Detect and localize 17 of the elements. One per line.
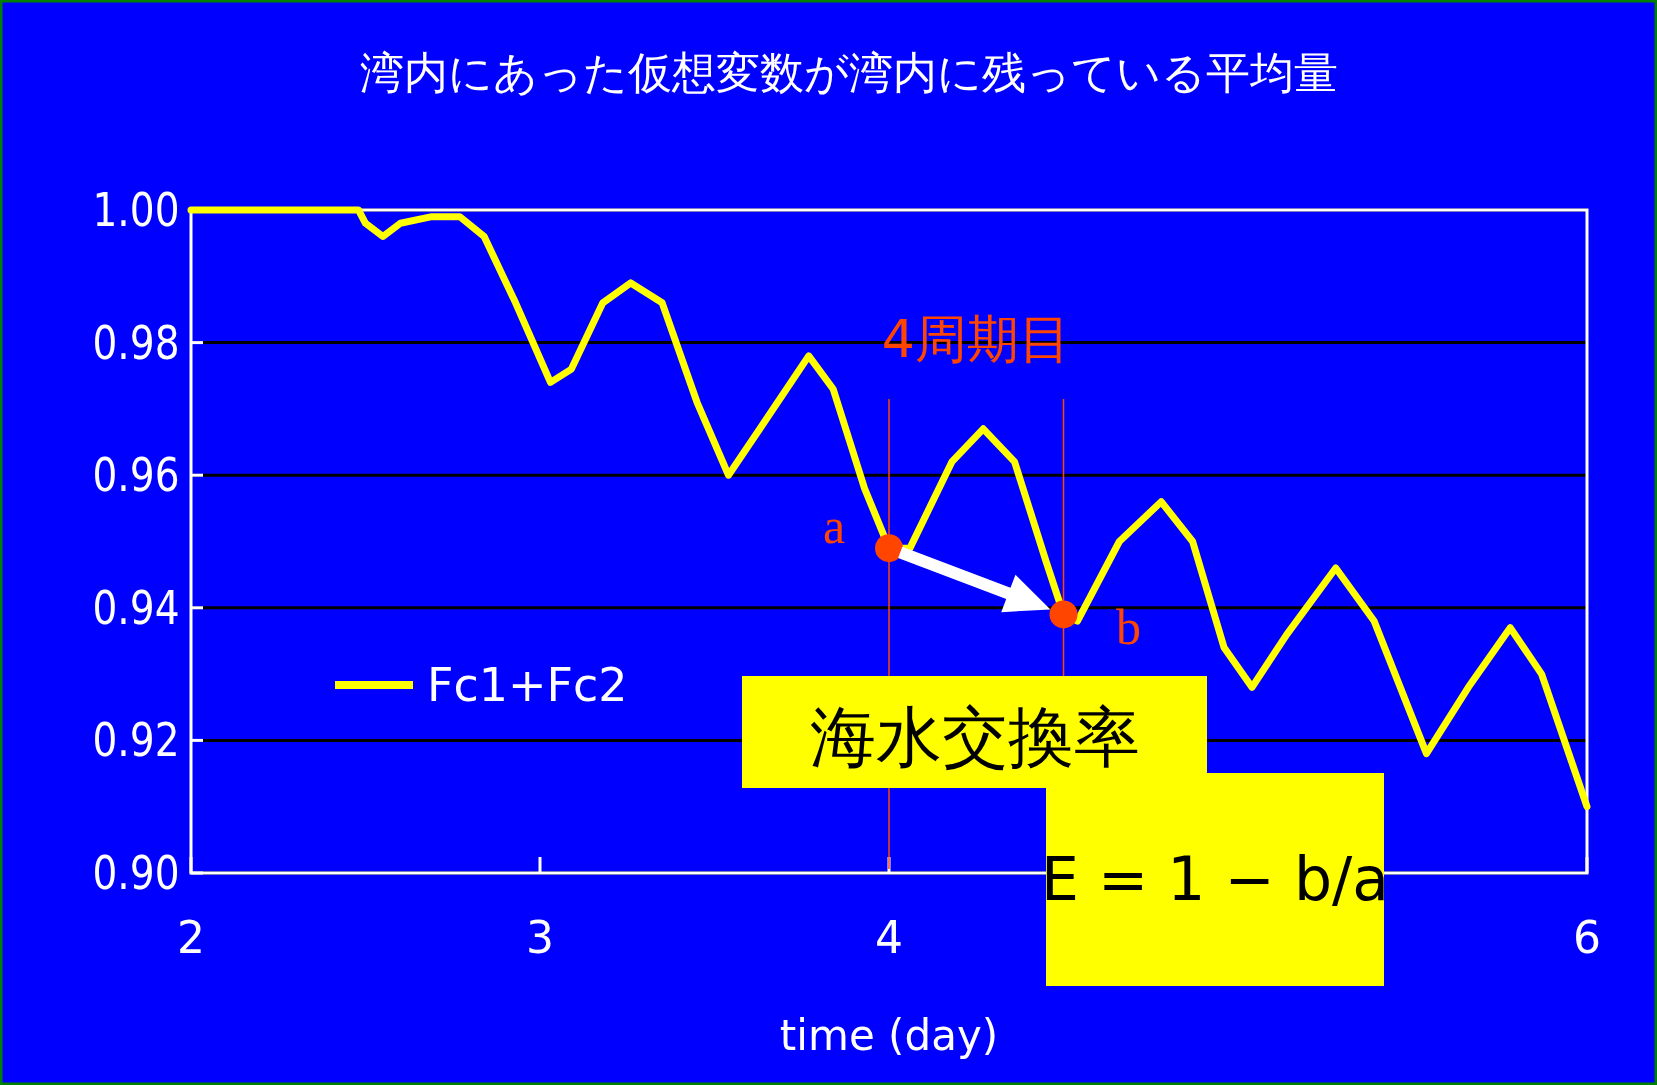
- y-tick-label: 0.94: [92, 580, 180, 635]
- x-axis-title: time (day): [779, 1011, 999, 1060]
- annotation: b: [1116, 599, 1141, 656]
- x-tick-label: 6: [1573, 912, 1601, 963]
- chart-title: 湾内にあった仮想変数が湾内に残っている平均量: [360, 47, 1338, 98]
- y-tick-label: 0.92: [92, 713, 180, 768]
- annotation: 海水交換率: [810, 699, 1140, 776]
- y-tick-label: 0.90: [92, 845, 180, 900]
- y-tick-label: 0.98: [92, 315, 180, 370]
- annotation: E = 1 − b/a: [1041, 844, 1389, 914]
- y-tick-label: 1.00: [92, 182, 180, 237]
- x-tick-label: 4: [875, 912, 903, 963]
- y-tick-label: 0.96: [92, 448, 180, 502]
- x-tick-label: 3: [526, 912, 554, 963]
- annotation: a: [822, 498, 846, 555]
- x-tick-label: 2: [177, 912, 205, 963]
- legend-label: Fc1+Fc2: [427, 658, 628, 712]
